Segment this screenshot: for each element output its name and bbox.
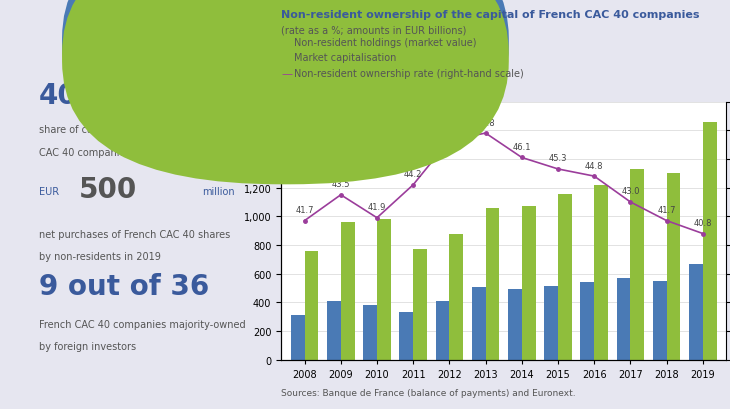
Text: (rate as a %; amounts in EUR billions): (rate as a %; amounts in EUR billions) (281, 25, 466, 35)
Text: Sources: Banque de France (balance of payments) and Euronext.: Sources: Banque de France (balance of pa… (281, 388, 576, 397)
Text: 41.9: 41.9 (368, 203, 386, 212)
Bar (377, 220, 391, 360)
Bar (666, 174, 680, 360)
Bar (594, 185, 608, 360)
Text: Market capitalisation: Market capitalisation (294, 53, 396, 63)
Text: —: — (281, 69, 292, 79)
Text: 43.0: 43.0 (621, 187, 639, 196)
Text: Non-resident ownership rate (right-hand scale): Non-resident ownership rate (right-hand … (294, 69, 524, 79)
Text: 43.5: 43.5 (331, 180, 350, 189)
Text: 9 out of 36: 9 out of 36 (39, 272, 209, 300)
Bar (580, 282, 594, 360)
Bar (436, 301, 450, 360)
Text: by foreign investors: by foreign investors (39, 342, 136, 351)
Text: 46.1: 46.1 (512, 143, 531, 152)
Text: %: % (191, 80, 205, 94)
Bar (703, 122, 717, 360)
Text: EUR: EUR (39, 186, 59, 196)
Text: million: million (202, 186, 235, 196)
Text: 45.3: 45.3 (549, 154, 567, 163)
Bar (472, 288, 485, 360)
Bar (304, 251, 318, 360)
Bar (291, 316, 304, 360)
Text: 500: 500 (79, 176, 137, 204)
Text: 40.8: 40.8 (694, 218, 712, 227)
Bar (485, 208, 499, 360)
Bar (327, 301, 341, 360)
Text: French CAC 40 companies majority-owned: French CAC 40 companies majority-owned (39, 319, 245, 329)
Text: Non-resident ownership of the capital of French CAC 40 companies: Non-resident ownership of the capital of… (281, 10, 699, 20)
Bar (617, 279, 631, 360)
Text: 47.8: 47.8 (476, 118, 495, 127)
Text: net purchases of French CAC 40 shares: net purchases of French CAC 40 shares (39, 229, 230, 239)
Text: 40.8: 40.8 (39, 82, 107, 110)
Text: 44.8: 44.8 (585, 161, 604, 170)
Bar (631, 169, 644, 360)
Bar (522, 206, 536, 360)
Bar (558, 195, 572, 360)
Bar (508, 289, 522, 360)
Bar (413, 249, 427, 360)
Text: Non-resident holdings (market value): Non-resident holdings (market value) (294, 38, 477, 48)
Bar (364, 305, 377, 360)
Text: 47.3: 47.3 (440, 126, 458, 135)
Text: CAC 40 companies held by non-resident: CAC 40 companies held by non-resident (39, 147, 235, 157)
Text: 41.7: 41.7 (296, 206, 314, 215)
Text: by non-residents in 2019: by non-residents in 2019 (39, 252, 161, 261)
Bar (399, 312, 413, 360)
Bar (653, 281, 666, 360)
Bar (341, 222, 355, 360)
Bar (545, 286, 558, 360)
Text: 41.7: 41.7 (657, 206, 676, 215)
Bar (689, 264, 703, 360)
Text: share of capital in French: share of capital in French (39, 125, 162, 135)
Bar (450, 234, 463, 360)
Text: 44.2: 44.2 (404, 170, 423, 179)
